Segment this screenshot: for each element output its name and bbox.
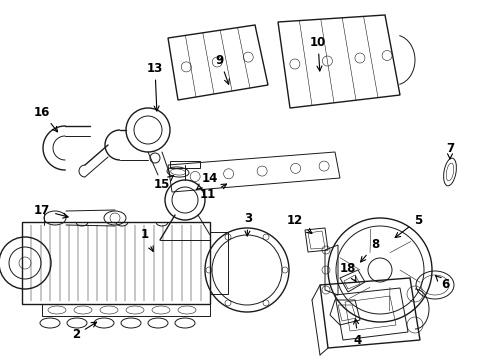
Text: 9: 9 — [215, 54, 229, 84]
Text: 18: 18 — [339, 261, 355, 282]
Text: 16: 16 — [34, 105, 58, 132]
Text: 8: 8 — [360, 238, 378, 262]
Text: 15: 15 — [154, 176, 173, 192]
Text: 3: 3 — [244, 211, 251, 236]
Text: 5: 5 — [394, 213, 421, 238]
Text: 7: 7 — [445, 141, 453, 159]
Text: 11: 11 — [200, 184, 226, 202]
Text: 12: 12 — [286, 213, 311, 234]
Text: 17: 17 — [34, 203, 68, 218]
Text: 10: 10 — [309, 36, 325, 71]
Text: 1: 1 — [141, 229, 153, 251]
Text: 13: 13 — [146, 62, 163, 111]
Text: 6: 6 — [435, 276, 448, 292]
Text: 2: 2 — [72, 322, 97, 342]
Text: 14: 14 — [196, 171, 218, 189]
Text: 4: 4 — [353, 319, 362, 346]
